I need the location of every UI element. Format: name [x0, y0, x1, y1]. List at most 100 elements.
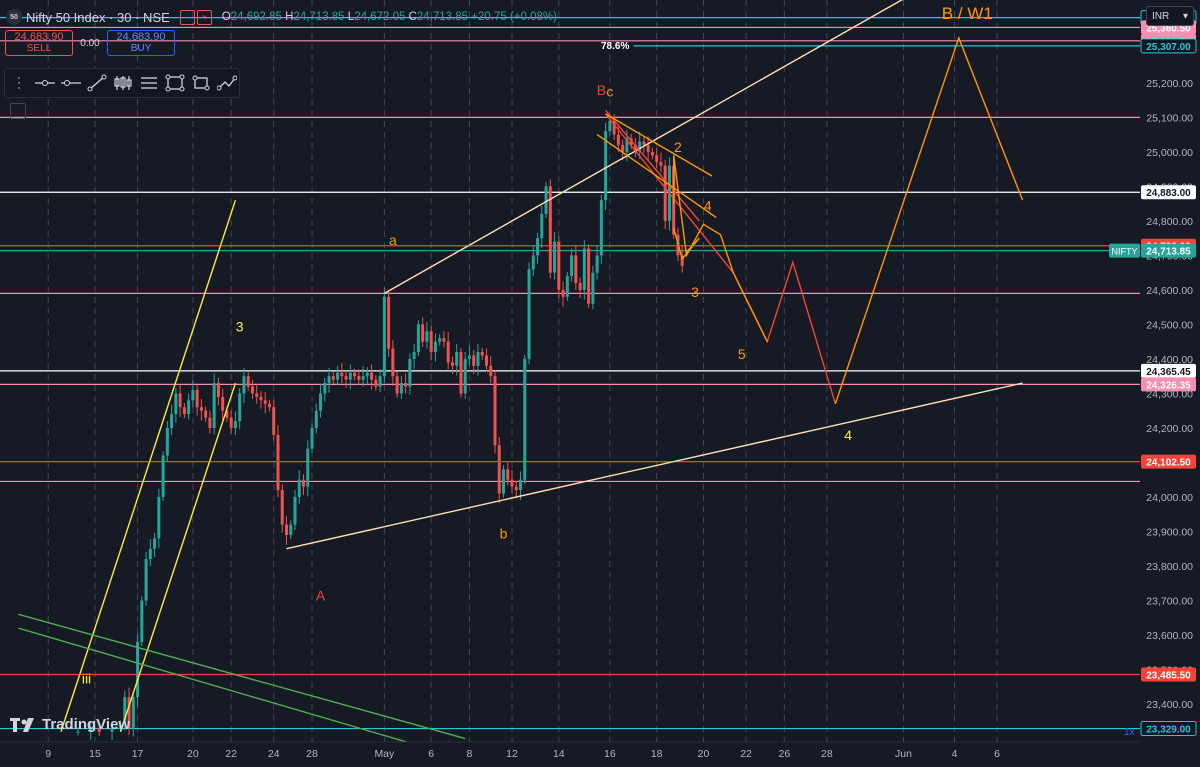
candle [480, 352, 484, 356]
candle [574, 255, 578, 283]
candle [229, 417, 233, 428]
buy-label: BUY [130, 43, 152, 54]
sell-button[interactable]: 24,683.90 SELL [5, 30, 73, 56]
collapse-button[interactable] [10, 103, 26, 119]
candle [280, 490, 284, 525]
time-tick-label: 8 [467, 748, 473, 760]
candle [208, 417, 212, 428]
candle [493, 376, 497, 446]
trendline [673, 155, 768, 342]
sell-label: SELL [26, 43, 52, 54]
candle [370, 372, 374, 380]
price-tick-label: 25,200.00 [1146, 78, 1193, 90]
symbol-title[interactable]: Nifty 50 Index · 30 · NSE [26, 9, 170, 25]
high-value: 24,713.85 [293, 11, 345, 23]
candle [76, 731, 80, 733]
candle [233, 421, 237, 428]
candle [557, 241, 561, 290]
trend-line-icon[interactable] [85, 71, 109, 95]
candle [225, 410, 229, 418]
candle [646, 144, 650, 152]
open-value: 24,692.85 [230, 11, 282, 23]
time-axis[interactable]: 9 15 17 20 22 24 28 May 6 8 12 14 16 18 20 22 26 28 Jun 4 6 [0, 741, 1140, 767]
buy-button[interactable]: 24,683.90 BUY [107, 30, 175, 56]
time-tick-label: 18 [651, 748, 663, 760]
list-icon[interactable] [137, 71, 161, 95]
candle [391, 348, 395, 377]
rectangle-icon[interactable] [163, 71, 187, 95]
horizontal-ray-icon[interactable] [59, 71, 83, 95]
candle [621, 144, 625, 152]
square-icon[interactable] [179, 9, 195, 25]
trendline [119, 382, 237, 732]
candle [604, 131, 608, 201]
candle [361, 376, 365, 380]
candle [263, 400, 267, 404]
candle [276, 434, 280, 491]
candle [510, 479, 514, 487]
wave-icon[interactable]: ≈ [196, 9, 212, 25]
price-tick-label: 24,500.00 [1146, 319, 1193, 331]
candle [319, 393, 323, 411]
price-label-text: 25,360.50 [1146, 23, 1191, 34]
time-tick-label: 26 [778, 748, 790, 760]
path-icon[interactable] [215, 71, 239, 95]
candle [374, 379, 378, 387]
candle [221, 396, 225, 411]
trendline [60, 199, 237, 732]
candle [250, 386, 254, 394]
candle [506, 469, 510, 480]
trendline [834, 35, 1024, 405]
trendline [18, 627, 466, 760]
price-tick-label: 23,800.00 [1146, 561, 1193, 573]
time-tick-label: 12 [506, 748, 518, 760]
candle [365, 372, 369, 377]
price-label-tag [1141, 667, 1196, 682]
candles-tool-icon[interactable] [111, 71, 135, 95]
candle [191, 389, 195, 401]
candle [165, 427, 169, 456]
candle [148, 548, 152, 560]
grip-icon[interactable] [7, 71, 31, 95]
wave-label: 5 [738, 346, 746, 362]
price-label-text: 24,713.85 [1146, 247, 1191, 258]
scale-button[interactable]: 1x [1124, 727, 1135, 738]
rotated-rectangle-icon[interactable] [189, 71, 213, 95]
change-value: +20.75 (+0.08%) [471, 11, 557, 23]
time-tick-label: May [374, 748, 395, 760]
price-tick-label: 24,000.00 [1146, 492, 1193, 504]
price-tick-label: 24,200.00 [1146, 423, 1193, 435]
candle [195, 389, 199, 408]
candle [395, 376, 399, 394]
candle [442, 338, 446, 342]
candle [459, 352, 463, 394]
candle [536, 238, 540, 256]
time-tick-label: 22 [740, 748, 752, 760]
price-tick-label: 23,400.00 [1146, 699, 1193, 711]
candle [446, 341, 450, 363]
currency-label: INR [1152, 10, 1170, 22]
candle [655, 155, 659, 163]
candle [357, 376, 361, 380]
candle [353, 372, 357, 377]
price-tick-label: 23,700.00 [1146, 596, 1193, 608]
candle [519, 479, 523, 491]
candle [650, 151, 654, 156]
wave-label: 4 [704, 198, 712, 214]
price-tick-label: 25,000.00 [1146, 147, 1193, 159]
candle [540, 213, 544, 239]
close-value: 24,713.85 [416, 11, 469, 23]
candle [199, 407, 203, 411]
horizontal-line-icon[interactable] [33, 71, 57, 95]
time-tick-label: Jun [895, 748, 912, 760]
currency-select[interactable]: INR ▾ [1146, 6, 1194, 26]
candle [140, 600, 144, 642]
price-axis[interactable]: 23,400.0023,500.0023,600.0023,700.0023,8… [1109, 0, 1200, 767]
candle [591, 272, 595, 304]
spread-value: 0.00 [80, 37, 100, 49]
tradingview-text: TradingView [42, 716, 131, 733]
candle [242, 376, 246, 394]
candle [344, 376, 348, 380]
